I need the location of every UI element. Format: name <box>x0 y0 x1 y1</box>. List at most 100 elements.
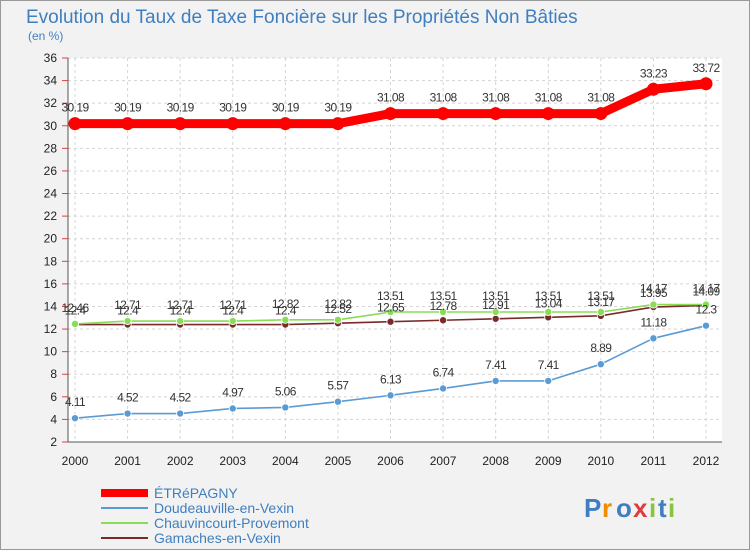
data-point <box>702 321 711 330</box>
y-tick-label: 34 <box>44 74 58 88</box>
data-label: 12.46 <box>61 301 89 315</box>
data-point <box>544 376 553 385</box>
y-tick-label: 20 <box>44 232 58 246</box>
y-tick-label: 28 <box>44 141 58 155</box>
data-point <box>541 107 555 121</box>
x-tick-label: 2000 <box>62 454 89 468</box>
y-tick-label: 22 <box>44 209 58 223</box>
data-point <box>386 391 395 400</box>
data-point <box>596 308 605 317</box>
y-tick-label: 30 <box>44 119 58 133</box>
data-point <box>596 360 605 369</box>
x-tick-label: 2008 <box>482 454 509 468</box>
x-tick-label: 2003 <box>219 454 246 468</box>
data-label: 4.52 <box>117 391 139 405</box>
data-label: 14.17 <box>640 282 668 296</box>
data-point <box>176 409 185 418</box>
x-tick-label: 2009 <box>535 454 562 468</box>
y-tick-label: 10 <box>44 345 58 359</box>
legend-label: Doudeauville-en-Vexin <box>154 500 294 516</box>
y-tick-label: 16 <box>44 277 58 291</box>
data-label: 5.06 <box>275 384 297 398</box>
data-point <box>544 308 553 317</box>
data-label: 7.41 <box>538 358 560 372</box>
y-tick-label: 2 <box>50 435 57 449</box>
data-point <box>281 315 290 324</box>
data-label: 30.19 <box>167 101 195 115</box>
data-point <box>281 403 290 412</box>
data-label: 13.51 <box>377 289 405 303</box>
data-label: 30.19 <box>272 101 300 115</box>
data-label: 12.78 <box>430 299 458 313</box>
legend: ÉTRéPAGNYDoudeauville-en-VexinChauvincou… <box>101 485 309 546</box>
data-point <box>333 397 342 406</box>
data-label: 13.51 <box>587 289 615 303</box>
logo-letter: i <box>668 493 675 523</box>
data-point <box>71 414 80 423</box>
data-point <box>646 82 660 96</box>
x-tick-label: 2005 <box>325 454 352 468</box>
legend-label: Chauvincourt-Provemont <box>154 515 309 531</box>
data-label: 13.95 <box>640 286 668 300</box>
x-tick-label: 2006 <box>377 454 404 468</box>
data-label: 12.91 <box>482 298 510 312</box>
data-label: 6.74 <box>433 365 455 379</box>
data-label: 33.72 <box>692 61 720 75</box>
data-point <box>491 314 500 323</box>
data-point <box>228 317 237 326</box>
x-tick-label: 2001 <box>114 454 141 468</box>
data-label: 33.23 <box>640 66 668 80</box>
data-label: 12.3 <box>696 303 718 317</box>
data-label: 11.18 <box>640 315 667 329</box>
data-point <box>333 315 342 324</box>
data-point <box>173 117 187 131</box>
data-label: 12.4 <box>170 304 192 318</box>
data-label: 12.71 <box>219 298 247 312</box>
data-point <box>71 319 80 328</box>
data-label: 12.4 <box>65 304 87 318</box>
data-point <box>278 117 292 131</box>
grid <box>68 57 722 443</box>
data-point <box>68 117 82 131</box>
data-point <box>702 300 711 309</box>
data-label: 12.82 <box>324 297 352 311</box>
data-label: 8.89 <box>590 341 612 355</box>
data-label: 31.08 <box>535 91 563 105</box>
x-tick-label: 2004 <box>272 454 299 468</box>
data-label: 12.71 <box>167 298 195 312</box>
y-tick-label: 18 <box>44 254 58 268</box>
logo-letter: o <box>616 493 632 523</box>
logo-letter: x <box>633 493 648 523</box>
data-label: 12.71 <box>114 298 142 312</box>
data-label: 13.17 <box>587 295 615 309</box>
legend-label: ÉTRéPAGNY <box>154 485 238 501</box>
data-label: 30.19 <box>324 101 352 115</box>
logo-letter: t <box>658 493 667 523</box>
data-label: 4.11 <box>65 395 86 409</box>
data-point <box>384 107 397 121</box>
data-point <box>123 317 132 326</box>
data-point <box>649 300 658 309</box>
logo-letter: i <box>649 493 656 523</box>
data-label: 4.52 <box>170 391 192 405</box>
data-label: 12.4 <box>117 304 139 318</box>
legend-label: Gamaches-en-Vexin <box>154 530 281 546</box>
data-point <box>489 107 503 121</box>
data-label: 31.08 <box>482 91 510 105</box>
data-label: 4.97 <box>222 385 244 399</box>
x-tick-label: 2011 <box>641 454 667 468</box>
logo-letter: P <box>584 493 601 523</box>
y-tick-label: 32 <box>44 96 58 110</box>
y-tick-label: 4 <box>50 412 57 426</box>
x-tick-label: 2010 <box>587 454 614 468</box>
data-label: 13.51 <box>535 289 563 303</box>
y-tick-label: 8 <box>50 367 57 381</box>
data-label: 13.51 <box>430 289 458 303</box>
y-tick-label: 36 <box>44 51 58 65</box>
logo-letter: r <box>602 493 612 523</box>
data-point <box>226 117 240 131</box>
y-tick-label: 6 <box>50 390 57 404</box>
x-tick-label: 2007 <box>430 454 457 468</box>
